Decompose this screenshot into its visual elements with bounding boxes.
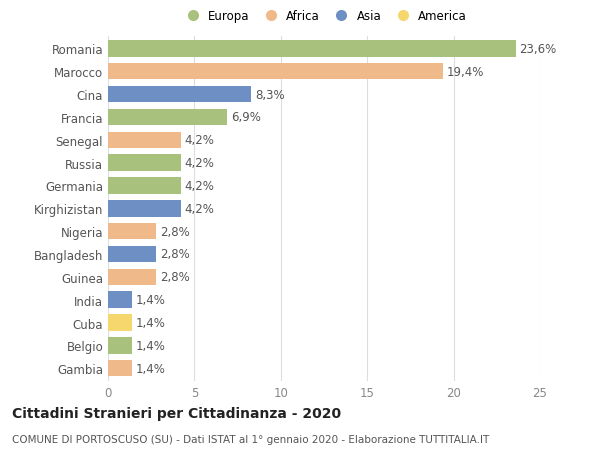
Text: 1,4%: 1,4% — [136, 362, 166, 375]
Bar — [108, 224, 157, 240]
Bar — [108, 314, 132, 331]
Text: 4,2%: 4,2% — [184, 202, 214, 215]
Bar — [108, 292, 132, 308]
Text: 1,4%: 1,4% — [136, 316, 166, 329]
Text: 8,3%: 8,3% — [255, 89, 284, 101]
Text: COMUNE DI PORTOSCUSO (SU) - Dati ISTAT al 1° gennaio 2020 - Elaborazione TUTTITA: COMUNE DI PORTOSCUSO (SU) - Dati ISTAT a… — [12, 434, 489, 444]
Bar — [108, 246, 157, 263]
Text: 4,2%: 4,2% — [184, 134, 214, 147]
Bar — [108, 87, 251, 103]
Legend: Europa, Africa, Asia, America: Europa, Africa, Asia, America — [176, 5, 472, 28]
Text: 2,8%: 2,8% — [160, 225, 190, 238]
Text: 4,2%: 4,2% — [184, 157, 214, 170]
Bar — [108, 201, 181, 217]
Bar — [108, 155, 181, 172]
Bar — [108, 64, 443, 80]
Text: 2,8%: 2,8% — [160, 248, 190, 261]
Bar — [108, 269, 157, 285]
Text: 6,9%: 6,9% — [230, 111, 260, 124]
Text: 1,4%: 1,4% — [136, 294, 166, 307]
Text: 1,4%: 1,4% — [136, 339, 166, 352]
Bar — [108, 41, 516, 57]
Text: 2,8%: 2,8% — [160, 271, 190, 284]
Bar — [108, 337, 132, 354]
Bar — [108, 360, 132, 377]
Text: 23,6%: 23,6% — [519, 43, 557, 56]
Bar — [108, 178, 181, 194]
Text: Cittadini Stranieri per Cittadinanza - 2020: Cittadini Stranieri per Cittadinanza - 2… — [12, 406, 341, 420]
Bar — [108, 132, 181, 149]
Text: 4,2%: 4,2% — [184, 179, 214, 192]
Text: 19,4%: 19,4% — [446, 66, 484, 78]
Bar — [108, 109, 227, 126]
